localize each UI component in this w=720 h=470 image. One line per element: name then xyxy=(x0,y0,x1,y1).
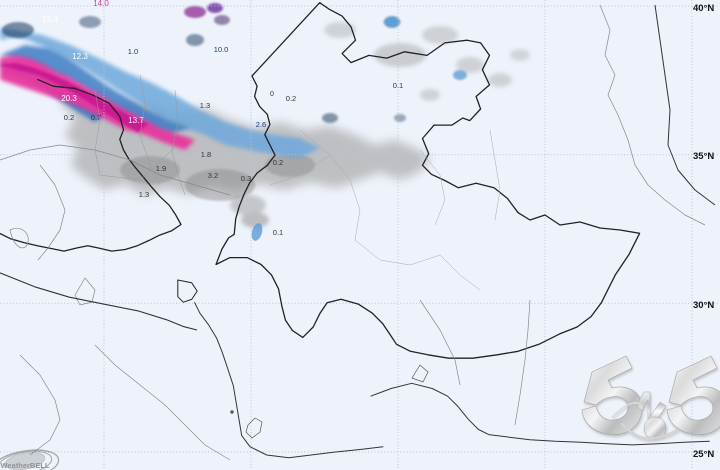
svg-text:25°N: 25°N xyxy=(693,449,714,460)
svg-text:0.2: 0.2 xyxy=(273,158,283,167)
svg-text:35°N: 35°N xyxy=(693,151,714,162)
svg-text:0.1: 0.1 xyxy=(273,228,283,237)
svg-text:0.1: 0.1 xyxy=(393,81,403,90)
svg-text:14.0: 14.0 xyxy=(93,0,109,8)
svg-text:0.2: 0.2 xyxy=(64,113,74,122)
svg-text:2.6: 2.6 xyxy=(256,120,266,129)
svg-text:12.3: 12.3 xyxy=(72,52,88,61)
svg-text:30°N: 30°N xyxy=(693,300,714,311)
svg-text:13.4: 13.4 xyxy=(42,15,58,24)
svg-text:0.3: 0.3 xyxy=(241,174,251,183)
svg-text:1.3: 1.3 xyxy=(200,101,210,110)
svg-text:1.8: 1.8 xyxy=(201,150,211,159)
svg-text:40°N: 40°N xyxy=(693,3,714,14)
svg-text:WeatherBELL: WeatherBELL xyxy=(0,461,49,470)
svg-text:1.9: 1.9 xyxy=(156,164,166,173)
svg-text:3.2: 3.2 xyxy=(208,171,218,180)
svg-text:10.0: 10.0 xyxy=(214,45,229,54)
svg-text:20.3: 20.3 xyxy=(61,94,77,103)
svg-text:0.2: 0.2 xyxy=(286,94,296,103)
svg-text:0: 0 xyxy=(270,91,274,98)
svg-text:1.0: 1.0 xyxy=(128,47,138,56)
svg-text:1.3: 1.3 xyxy=(139,190,149,199)
